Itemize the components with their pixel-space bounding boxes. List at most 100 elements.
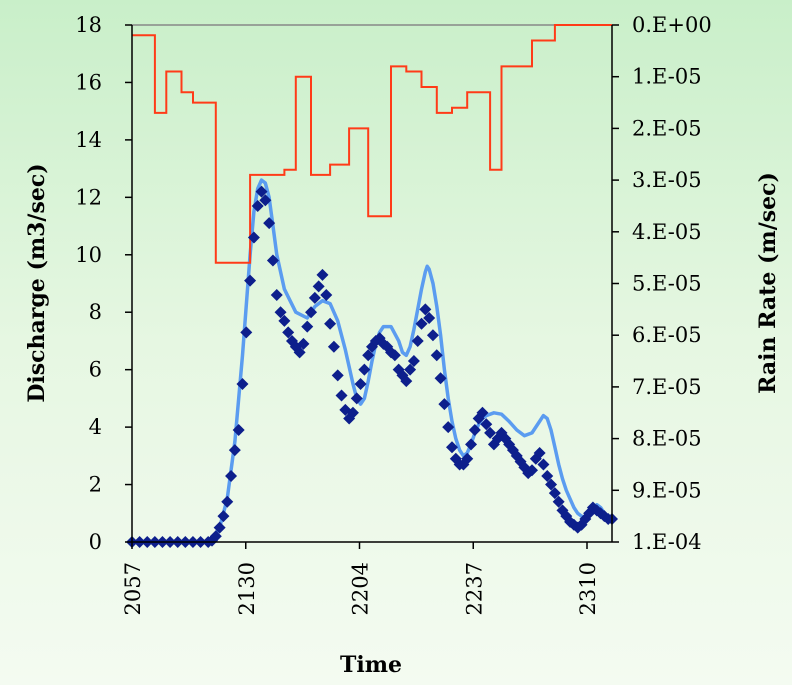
observed-discharge-point xyxy=(541,469,554,482)
observed-discharge-point xyxy=(388,349,401,362)
observed-discharge-point xyxy=(217,510,230,523)
observed-discharge-point xyxy=(247,231,260,244)
observed-discharge-point xyxy=(305,306,318,319)
y2-tick-label: 4.E-05 xyxy=(632,220,702,244)
observed-discharge-point xyxy=(236,378,249,391)
observed-discharge-point xyxy=(419,303,432,316)
observed-discharge-point xyxy=(545,478,558,491)
observed-discharge-point xyxy=(312,280,325,293)
y-tick-label: 10 xyxy=(75,243,102,267)
y2-tick-label: 1.E-05 xyxy=(632,65,702,89)
observed-discharge-point xyxy=(320,288,333,301)
observed-discharge-point xyxy=(434,372,447,385)
x-tick-label: 2237 xyxy=(462,562,486,615)
observed-discharge-point xyxy=(346,406,359,419)
observed-discharge-point xyxy=(548,487,561,500)
y2-tick-label: 3.E-05 xyxy=(632,168,702,192)
observed-discharge-point xyxy=(415,317,428,330)
observed-discharge-point xyxy=(426,329,439,342)
y2-axis-title: Rain Rate (m/sec) xyxy=(755,172,781,394)
observed-discharge-point xyxy=(263,217,276,230)
observed-discharge-point xyxy=(282,326,295,339)
observed-discharge-point xyxy=(335,389,348,402)
x-tick-label: 2057 xyxy=(121,562,145,615)
observed-discharge-point xyxy=(354,378,367,391)
observed-discharge-point xyxy=(228,444,241,457)
y2-tick-label: 0.E+00 xyxy=(632,13,712,37)
observed-discharge-point xyxy=(278,314,291,327)
observed-discharge-point xyxy=(225,469,238,482)
x-axis-title: Time xyxy=(340,652,402,678)
observed-discharge-point xyxy=(327,340,340,353)
observed-discharge-point xyxy=(446,441,458,454)
observed-discharge-point xyxy=(438,398,451,411)
data-marks xyxy=(126,24,618,548)
y-tick-label: 18 xyxy=(75,13,102,37)
y-tick-label: 16 xyxy=(75,70,102,94)
observed-discharge-point xyxy=(400,375,413,388)
y-tick-label: 12 xyxy=(75,185,102,209)
observed-discharge-point xyxy=(423,311,436,324)
observed-discharge-point xyxy=(232,423,245,436)
observed-discharge-point xyxy=(442,421,455,434)
observed-discharge-point xyxy=(324,317,337,330)
y-tick-label: 0 xyxy=(89,530,102,554)
plot-area xyxy=(132,24,612,26)
observed-discharge-point xyxy=(461,452,474,465)
observed-discharge-point xyxy=(274,306,287,319)
observed-discharge-point xyxy=(293,346,306,359)
observed-discharge-point xyxy=(503,438,516,451)
observed-discharge-point xyxy=(468,423,481,436)
y-axis-title: Discharge (m3/sec) xyxy=(24,163,50,402)
observed-discharge-point xyxy=(590,504,603,517)
observed-discharge-point xyxy=(350,392,363,405)
observed-discharge-point xyxy=(301,320,314,333)
observed-discharge-point xyxy=(259,194,272,207)
observed-discharge-point xyxy=(537,458,550,471)
observed-discharge-point xyxy=(213,521,226,534)
observed-discharge-point xyxy=(316,268,329,281)
y-tick-label: 2 xyxy=(89,473,102,497)
observed-discharge-point xyxy=(476,406,489,419)
y2-tick-label: 7.E-05 xyxy=(632,375,702,399)
y-tick-label: 8 xyxy=(89,300,102,324)
observed-discharge-point xyxy=(266,254,279,267)
simulated-discharge-line xyxy=(132,178,613,544)
observed-discharge-point xyxy=(556,504,569,517)
observed-discharge-point xyxy=(480,418,493,431)
observed-discharge-point xyxy=(255,185,268,198)
observed-discharge-point xyxy=(484,426,497,439)
y2-tick-label: 8.E-05 xyxy=(632,427,702,451)
y2-tick-label: 1.E-04 xyxy=(632,530,702,554)
observed-discharge-point xyxy=(526,464,538,477)
observed-discharge-point xyxy=(209,530,222,543)
observed-discharge-point xyxy=(362,349,375,362)
observed-discharge-point xyxy=(411,334,424,347)
x-tick-label: 2130 xyxy=(235,562,259,615)
observed-discharge-point xyxy=(240,326,253,339)
observed-discharge-point xyxy=(533,446,546,459)
observed-discharge-point xyxy=(331,369,344,382)
x-tick-label: 2310 xyxy=(576,562,600,615)
axes: 0 2 4 6 8 10 12 14 16 18 1.E-04 9.E-05 8.E-05 7.E-05 6… xyxy=(75,13,711,615)
observed-discharge-point xyxy=(404,363,417,376)
y-tick-label: 14 xyxy=(75,128,102,152)
observed-discharge-point xyxy=(465,438,478,451)
observed-discharge-point xyxy=(308,291,321,304)
observed-discharge-point xyxy=(407,355,420,368)
y2-tick-label: 9.E-05 xyxy=(632,478,702,502)
observed-discharge-point xyxy=(251,199,264,212)
observed-discharge-point xyxy=(244,274,257,287)
rain-rate-step-line xyxy=(132,24,612,264)
observed-discharge-point xyxy=(270,288,283,301)
y2-tick-label: 6.E-05 xyxy=(632,323,702,347)
observed-discharge-point xyxy=(430,349,443,362)
observed-discharge-point xyxy=(297,337,310,350)
observed-discharge-point xyxy=(552,495,565,508)
y2-tick-label: 2.E-05 xyxy=(632,116,702,140)
observed-discharge-point xyxy=(358,363,371,376)
x-tick-label: 2204 xyxy=(349,562,373,615)
observed-discharge-point xyxy=(221,495,234,508)
y-tick-label: 6 xyxy=(89,358,102,382)
